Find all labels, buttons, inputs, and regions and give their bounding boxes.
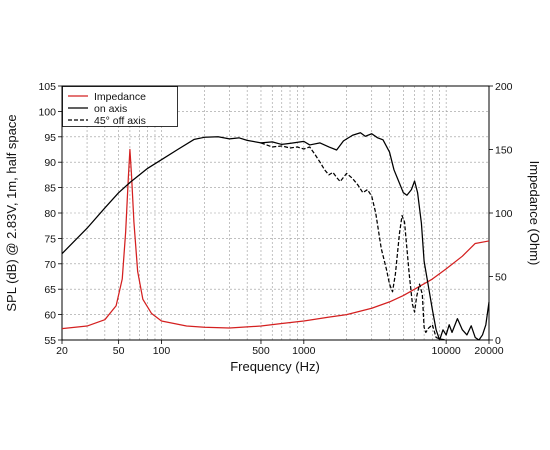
legend-label-on-axis: on axis [94,103,127,115]
y-left-tick-label: 85 [44,183,56,195]
x-axis-title: Frequency (Hz) [230,359,320,374]
y-left-tick-label: 100 [38,106,56,118]
legend-label-off-axis: 45° off axis [94,115,146,127]
x-tick-label: 500 [252,345,270,357]
x-tick-label: 20000 [474,345,503,357]
x-tick-label: 50 [113,345,125,357]
series-line-45-off-axis [260,142,447,341]
y-right-tick-label: 150 [495,145,513,157]
y-right-tick-label: 0 [495,335,501,347]
y-left-axis-ticks: 55 60 65 70 75 80 85 90 95 100 105 [38,81,62,347]
y-left-tick-label: 75 [44,233,56,245]
series-lines [61,132,490,341]
series-line-impedance [61,148,490,330]
x-axis-ticks: 20 50 100 500 1000 10000 20000 [56,340,504,357]
y-right-tick-label: 200 [495,81,513,93]
y-right-axis-ticks: 0 50 100 150 200 [489,81,513,347]
x-tick-label: 100 [153,345,171,357]
legend-label-impedance: Impedance [94,91,146,103]
y-left-tick-label: 60 [44,310,56,322]
y-right-tick-label: 100 [495,208,513,220]
y-left-tick-label: 65 [44,284,56,296]
x-tick-label: 1000 [292,345,316,357]
grid [62,86,489,340]
y-left-tick-label: 55 [44,335,56,347]
y-right-axis-title: Impedance (Ohm) [527,161,542,266]
y-left-tick-label: 90 [44,157,56,169]
y-left-tick-label: 95 [44,132,56,144]
legend: Impedance on axis 45° off axis [62,86,178,127]
y-left-tick-label: 70 [44,259,56,271]
series-line-on-axis [61,132,490,341]
y-left-axis-title: SPL (dB) @ 2.83V, 1m, half space [4,114,19,311]
x-tick-label: 10000 [432,345,461,357]
y-left-tick-label: 80 [44,208,56,220]
y-left-tick-label: 105 [38,81,56,93]
y-right-tick-label: 50 [495,272,507,284]
x-tick-label: 20 [56,345,68,357]
